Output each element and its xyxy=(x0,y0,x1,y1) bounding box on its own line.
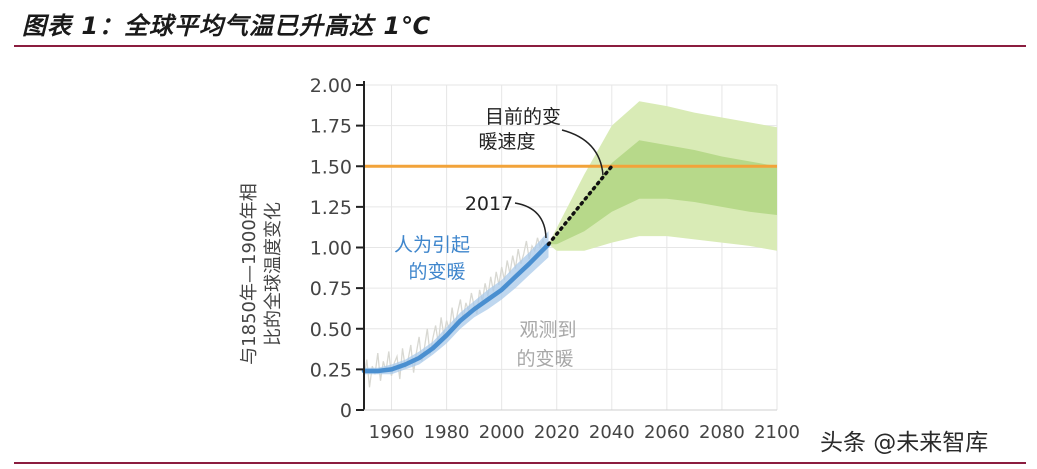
x-tick-label-2060: 2060 xyxy=(644,422,690,443)
tick-labels: 0 0.25 0.50 0.75 1.00 1.25 1.50 1.75 2.00 1960 198… xyxy=(310,75,800,443)
x-tick-label-1980: 1980 xyxy=(424,422,470,443)
y-tick-label-0: 0 xyxy=(340,400,352,422)
axes xyxy=(356,81,777,411)
x-tick-label-2000: 2000 xyxy=(479,422,525,443)
annotation-anthropogenic-line-2: 的变暖 xyxy=(408,261,465,283)
y-tick-label-0.50: 0.50 xyxy=(310,319,352,341)
annotation-current-rate-line-2: 暖速度 xyxy=(478,131,535,153)
projection-bands xyxy=(548,101,777,251)
x-tick-label-2040: 2040 xyxy=(589,422,635,443)
annotation-anthropogenic-line-1: 人为引起 xyxy=(394,234,470,256)
y-tick-label-0.25: 0.25 xyxy=(310,359,352,381)
annotation-observed-line-2: 的变暖 xyxy=(516,348,573,370)
y-tick-label-1.50: 1.50 xyxy=(310,156,352,178)
y-tick-label-1.75: 1.75 xyxy=(310,116,352,138)
watermark: 头条 @未来智库 xyxy=(820,430,989,456)
current-rate-dotted-line xyxy=(546,164,614,246)
y-tick-label-1.00: 1.00 xyxy=(310,238,352,260)
x-tick-label-2100: 2100 xyxy=(754,422,800,443)
annotation-current-rate-line-1: 目前的变 xyxy=(485,106,561,128)
y-tick-label-2.00: 2.00 xyxy=(310,75,352,97)
annotation-2017-label: 2017 xyxy=(465,193,513,215)
reference-lines xyxy=(364,164,777,246)
anthropogenic-warming-line xyxy=(361,242,551,374)
annotation-current-rate-leader xyxy=(561,129,604,176)
anthropogenic-warming-series xyxy=(361,231,551,375)
y-tick-label-1.25: 1.25 xyxy=(310,197,352,219)
x-tick-label-1960: 1960 xyxy=(369,422,415,443)
figure-title: 图表 1：全球平均气温已升高达 1℃ xyxy=(22,12,432,40)
top-divider xyxy=(14,45,1026,47)
x-tick-label-2020: 2020 xyxy=(534,422,580,443)
y-tick-label-0.75: 0.75 xyxy=(310,278,352,300)
annotation-observed-line-1: 观测到 xyxy=(519,319,576,341)
annotation-2017-leader xyxy=(514,202,547,239)
x-tick-label-2080: 2080 xyxy=(699,422,745,443)
bottom-divider xyxy=(14,462,1026,464)
